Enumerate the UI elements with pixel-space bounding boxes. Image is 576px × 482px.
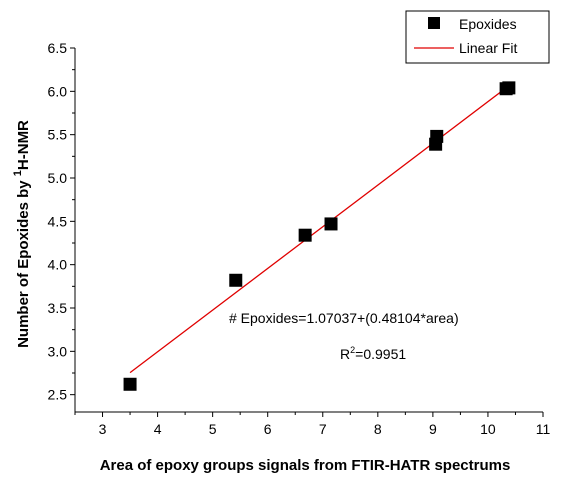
y-tick-label: 4.0 [48,257,68,273]
legend: Epoxides Linear Fit [405,10,550,64]
x-axis-ticks: 3 4 5 6 7 8 9 10 11 [74,412,551,437]
y-axis-ticks: 2.5 3.0 3.5 4.0 4.5 5.0 5.5 6.0 6.5 [48,40,75,403]
data-point [229,273,243,287]
linear-fit-line [129,85,510,374]
x-tick-label: 7 [319,421,327,437]
x-tick-label: 8 [374,421,382,437]
data-point [298,228,312,242]
r-squared: R2=0.9951 [340,345,406,362]
y-axis-title-superscript: 1 [12,170,24,176]
x-tick-label: 11 [536,421,551,437]
y-tick-label: 5.0 [48,170,68,186]
y-tick-label: 2.5 [48,387,68,403]
r-squared-superscript: 2 [350,345,355,355]
y-tick-label: 3.5 [48,300,68,316]
x-axis-title: Area of epoxy groups signals from FTIR-H… [100,457,511,474]
y-axis-title: Number of Epoxides by 1H-NMR [12,120,32,348]
x-tick-label: 6 [264,421,272,437]
data-points [123,81,516,391]
r-squared-label: R [340,346,350,362]
y-axis-title-main: Number of Epoxides by [15,176,32,348]
y-tick-label: 6.5 [48,40,68,56]
x-tick-label: 9 [429,421,437,437]
x-tick-label: 10 [480,421,496,437]
legend-epoxides-label: Epoxides [459,16,517,32]
y-tick-label: 3.0 [48,343,68,359]
data-point [324,217,338,231]
legend-epoxides-marker [428,17,440,29]
x-tick-label: 4 [154,421,162,437]
y-tick-label: 4.5 [48,213,68,229]
y-axis-title-tail: H-NMR [15,120,32,170]
data-point [123,377,137,391]
x-tick-label: 3 [99,421,107,437]
data-point [430,129,444,143]
fit-equation: # Epoxides=1.07037+(0.48104*area) [229,310,459,326]
y-tick-label: 6.0 [48,83,68,99]
legend-linear-fit-label: Linear Fit [459,40,517,56]
r-squared-value: =0.9951 [355,346,406,362]
linear-fit-group [129,85,510,374]
x-tick-label: 5 [209,421,217,437]
y-tick-label: 5.5 [48,127,68,143]
data-point [502,81,516,95]
